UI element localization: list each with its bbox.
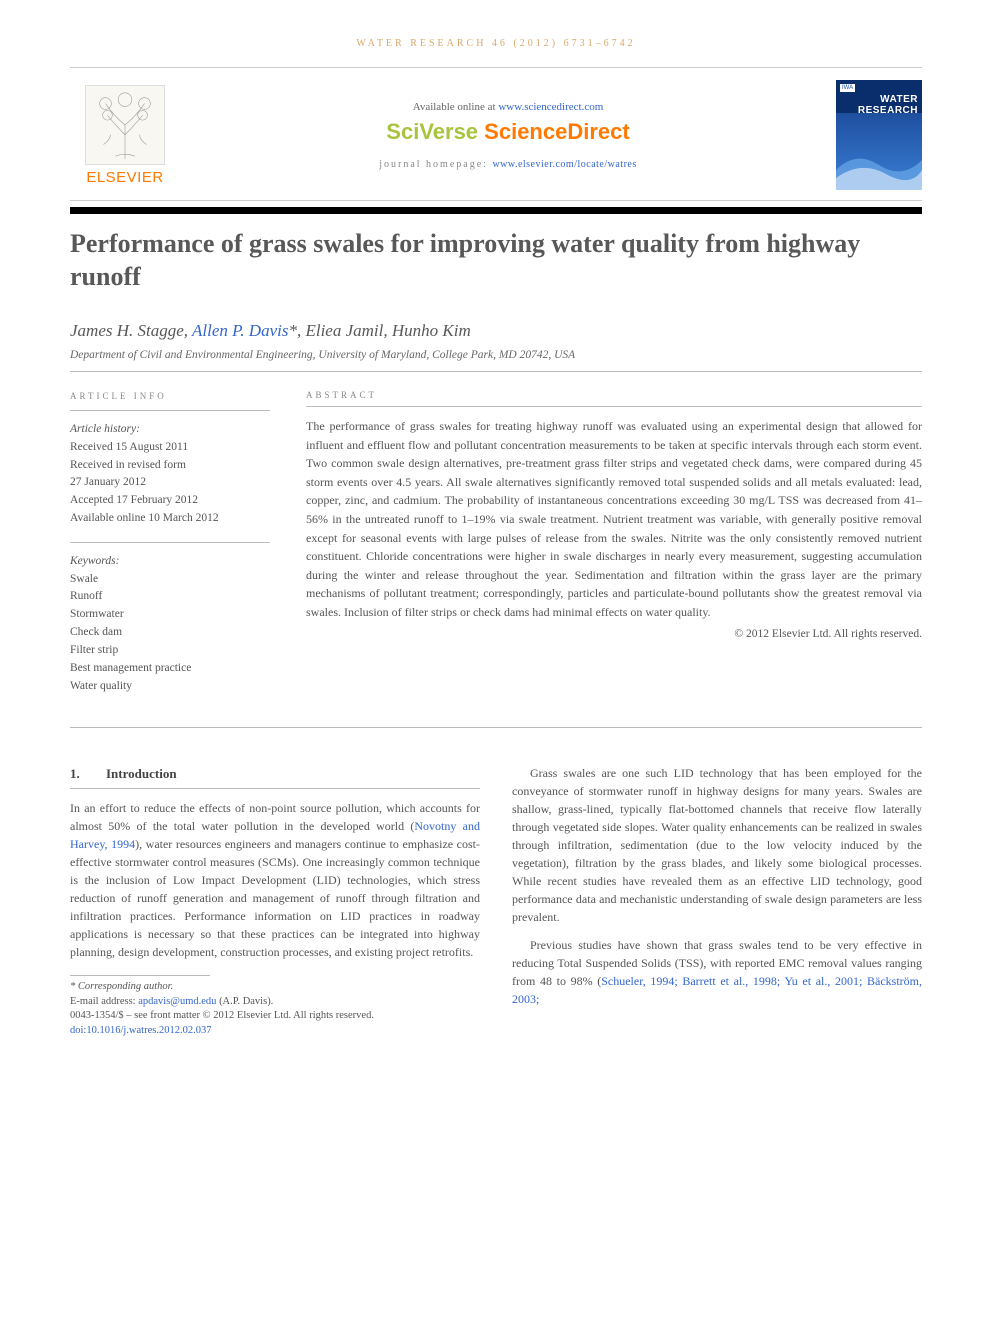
author-3: Eliea Jamil [305,321,383,340]
cover-publisher-badge: IWA [840,84,855,92]
keyword-item: Check dam [70,624,270,642]
header-center: Available online at www.sciencedirect.co… [180,101,836,170]
body-column-left: 1.Introduction In an effort to reduce th… [70,764,480,1038]
keyword-item: Runoff [70,588,270,606]
homepage-url[interactable]: www.elsevier.com/locate/watres [492,159,636,170]
history-online: Available online 10 March 2012 [70,510,270,528]
affiliation: Department of Civil and Environmental En… [70,349,922,361]
author-2-corresponding[interactable]: Allen P. Davis [192,321,288,340]
history-received: Received 15 August 2011 [70,439,270,457]
sciverse-logo: SciVerse ScienceDirect [190,119,826,145]
available-prefix: Available online at [413,101,499,113]
footnote-doi: doi:10.1016/j.watres.2012.02.037 [70,1024,480,1039]
sciverse-word-2: ScienceDirect [484,119,630,144]
article-info-heading: ARTICLE INFO [70,390,270,411]
abstract-copyright: © 2012 Elsevier Ltd. All rights reserved… [306,628,922,640]
running-head-citation: WATER RESEARCH 46 (2012) 6731–6742 [70,38,922,49]
keyword-item: Stormwater [70,606,270,624]
keywords-label: Keywords: [70,553,270,571]
intro-paragraph-3: Previous studies have shown that grass s… [512,936,922,1008]
info-abstract-row: ARTICLE INFO Article history: Received 1… [70,372,922,709]
section-number: 1. [70,764,106,784]
history-revised-l1: Received in revised form [70,457,270,475]
keyword-item: Filter strip [70,642,270,660]
footnote-rule [70,975,210,976]
author-1: James H. Stagge [70,321,184,340]
footnote-issn: 0043-1354/$ – see front matter © 2012 El… [70,1009,480,1024]
section-title: Introduction [106,766,177,781]
journal-homepage-line: journal homepage: www.elsevier.com/locat… [190,159,826,170]
email-label: E-mail address: [70,996,138,1007]
abstract-column: ABSTRACT The performance of grass swales… [306,390,922,709]
abstract-text: The performance of grass swales for trea… [306,417,922,622]
available-online-line: Available online at www.sciencedirect.co… [190,101,826,113]
author-list: James H. Stagge, Allen P. Davis*, Eliea … [70,321,922,341]
keyword-item: Water quality [70,678,270,696]
footnote-corresponding: * Corresponding author. [70,980,480,995]
abstract-heading: ABSTRACT [306,390,922,407]
sciverse-word-1: SciVerse [386,119,484,144]
body-two-column: 1.Introduction In an effort to reduce th… [70,764,922,1038]
homepage-label: journal homepage: [379,159,492,170]
corresponding-email-link[interactable]: apdavis@umd.edu [138,996,216,1007]
divider-mid [70,727,922,728]
history-accepted: Accepted 17 February 2012 [70,492,270,510]
body-column-right: Grass swales are one such LID technology… [512,764,922,1038]
cover-title: WATER RESEARCH [840,94,918,116]
footnote-email-line: E-mail address: apdavis@umd.edu (A.P. Da… [70,995,480,1010]
keyword-item: Swale [70,571,270,589]
history-revised-l2: 27 January 2012 [70,474,270,492]
doi-link[interactable]: doi:10.1016/j.watres.2012.02.037 [70,1025,211,1036]
journal-header-box: ELSEVIER Available online at www.science… [70,67,922,201]
keywords-block: Keywords: Swale Runoff Stormwater Check … [70,553,270,696]
article-history-block: Article history: Received 15 August 2011… [70,421,270,528]
elsevier-tree-logo [85,85,165,165]
publisher-block: ELSEVIER [70,85,180,186]
footnotes: * Corresponding author. E-mail address: … [70,980,480,1039]
article-title: Performance of grass swales for improvin… [70,228,922,293]
author-4: Hunho Kim [392,321,471,340]
intro-paragraph-1: In an effort to reduce the effects of no… [70,799,480,961]
sciencedirect-link[interactable]: www.sciencedirect.com [498,101,603,113]
section-heading-intro: 1.Introduction [70,764,480,789]
email-who: (A.P. Davis). [216,996,273,1007]
p1-text-b: ), water resources engineers and manager… [70,837,480,959]
history-label: Article history: [70,421,270,439]
info-divider [70,542,270,543]
title-rule-bar [70,207,922,214]
article-info-column: ARTICLE INFO Article history: Received 1… [70,390,270,709]
journal-cover-thumbnail: IWA WATER RESEARCH [836,80,922,190]
keyword-item: Best management practice [70,660,270,678]
elsevier-wordmark: ELSEVIER [70,169,180,186]
intro-paragraph-2: Grass swales are one such LID technology… [512,764,922,926]
